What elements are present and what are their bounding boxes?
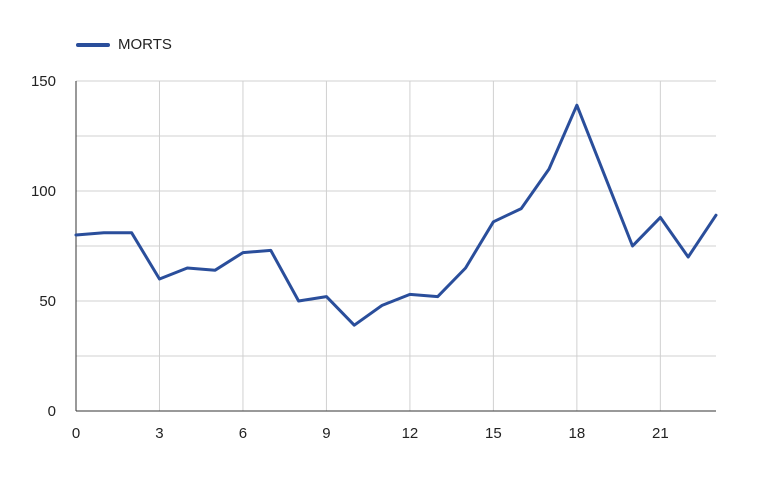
data-point xyxy=(520,207,523,210)
series-line-morts xyxy=(74,103,718,327)
data-point xyxy=(186,267,189,270)
axes xyxy=(75,81,716,412)
data-point xyxy=(575,104,578,107)
legend-swatch xyxy=(76,42,110,47)
x-tick-label: 6 xyxy=(239,425,247,442)
x-tick-label: 18 xyxy=(569,425,586,442)
data-point xyxy=(158,278,161,281)
data-point xyxy=(214,269,217,272)
y-tick-label: 0 xyxy=(48,403,56,420)
data-point xyxy=(687,256,690,259)
x-tick-label: 0 xyxy=(72,425,80,442)
data-point xyxy=(381,304,384,307)
data-point xyxy=(408,293,411,296)
data-point xyxy=(241,251,244,254)
y-tick-label: 100 xyxy=(31,183,56,200)
y-tick-label: 50 xyxy=(39,293,56,310)
data-point xyxy=(715,214,718,217)
x-tick-label: 12 xyxy=(402,425,419,442)
data-point xyxy=(130,231,133,234)
data-point xyxy=(631,245,634,248)
data-point xyxy=(325,295,328,298)
data-point xyxy=(436,295,439,298)
data-point xyxy=(464,267,467,270)
legend: MORTS xyxy=(76,36,172,53)
data-point xyxy=(297,300,300,303)
data-point xyxy=(548,168,551,171)
data-point xyxy=(353,324,356,327)
x-tick-label: 9 xyxy=(322,425,330,442)
x-tick-label: 21 xyxy=(652,425,669,442)
x-tick-label: 15 xyxy=(485,425,502,442)
data-point xyxy=(659,216,662,219)
y-tick-label: 150 xyxy=(31,73,56,90)
data-point xyxy=(102,231,105,234)
data-point xyxy=(269,249,272,252)
legend-label: MORTS xyxy=(118,36,172,53)
data-point xyxy=(603,174,606,177)
series-layer xyxy=(74,103,718,327)
tick-labels: 0 50 100 150 0 3 6 9 12 15 18 21 xyxy=(31,73,669,442)
grid xyxy=(76,80,716,411)
x-tick-label: 3 xyxy=(155,425,163,442)
data-point xyxy=(492,220,495,223)
data-point xyxy=(75,234,78,237)
